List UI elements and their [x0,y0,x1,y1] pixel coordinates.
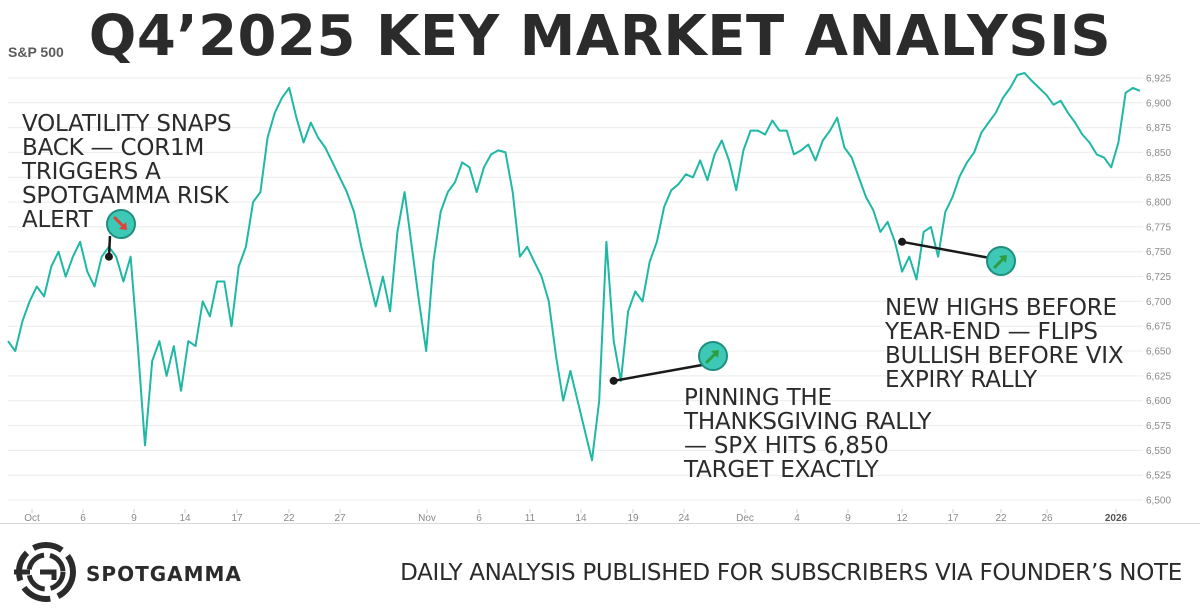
page-title: Q4’2025 KEY MARKET ANALYSIS [88,4,1112,69]
annotation-marker-dot [104,252,113,261]
y-tick-label: 6,750 [1146,247,1171,258]
y-tick-label: 6,675 [1146,322,1171,333]
x-axis-ticks: Oct 6 9 14 17 22 27 Nov 6 11 14 19 24 Dec 4 9 12 17 22 26 20… [24,509,1128,523]
annotation-new-highs: NEW HIGHS BEFORE YEAR-END — FLIPS BULLIS… [885,295,1124,393]
y-tick-label: 6,775 [1146,222,1171,233]
x-tick-label: 12 [896,513,908,523]
x-tick-label: 17 [231,513,243,523]
x-tick-label: 2026 [1105,513,1128,523]
arrow-up-right-icon [986,246,1016,276]
x-tick-label: Dec [736,513,754,523]
y-tick-label: 6,525 [1146,471,1171,482]
x-tick-label: 19 [627,513,639,523]
y-tick-label: 6,925 [1146,73,1171,84]
y-tick-label: 6,575 [1146,421,1171,432]
x-tick-label: 14 [179,513,191,523]
y-tick-label: 6,600 [1146,396,1171,407]
y-tick-label: 6,825 [1146,173,1171,184]
y-tick-label: 6,625 [1146,371,1171,382]
x-tick-label: 4 [794,513,800,523]
y-tick-label: 6,800 [1146,198,1171,209]
index-label: S&P 500 [8,44,64,60]
x-tick-label: 14 [575,513,587,523]
x-tick-label: 17 [947,513,959,523]
y-tick-label: 6,700 [1146,297,1171,308]
annotation-marker-dot [898,237,907,246]
y-tick-label: 6,875 [1146,123,1171,134]
x-tick-label: 11 [525,513,536,523]
footer-divider [0,523,1200,524]
annotation-marker-dot [609,376,618,385]
y-tick-label: 6,725 [1146,272,1171,283]
x-tick-label: 6 [476,513,482,523]
x-tick-label: 6 [80,513,86,523]
annotation-leader-line [901,240,991,260]
y-tick-label: 6,900 [1146,98,1171,109]
annotation-thanksgiving: PINNING THE THANKSGIVING RALLY — SPX HIT… [684,385,932,483]
annotation-markers [104,235,991,385]
y-axis-ticks: 6,500 6,525 6,550 6,575 6,600 6,625 6,650 6,675… [1146,73,1171,506]
price-line [7,72,1141,462]
x-tick-label: 22 [283,513,295,523]
x-tick-label: 9 [845,513,851,523]
y-tick-label: 6,550 [1146,446,1171,457]
price-chart: 6,500 6,525 6,550 6,575 6,600 6,625 6,650 6,675… [7,72,1171,523]
y-tick-label: 6,850 [1146,148,1171,159]
brand-name: SPOTGAMMA [86,562,242,586]
x-tick-label: Oct [24,513,40,523]
price-series [7,72,1141,462]
x-tick-label: 27 [334,513,346,523]
x-tick-label: 26 [1041,513,1053,523]
y-tick-label: 6,500 [1146,496,1171,507]
x-tick-label: 9 [131,513,137,523]
arrow-down-right-icon [106,209,136,239]
annotation-leader-line [613,363,703,383]
y-tick-label: 6,650 [1146,347,1171,358]
x-tick-label: Nov [418,513,436,523]
x-tick-label: 22 [995,513,1007,523]
footer-text: DAILY ANALYSIS PUBLISHED FOR SUBSCRIBERS… [400,560,1182,586]
spotgamma-logo-icon [14,542,76,602]
annotation-volatility: VOLATILITY SNAPS BACK — COR1M TRIGGERS A… [22,111,232,233]
x-tick-label: 24 [678,513,690,523]
grid-lines [8,77,1143,501]
arrow-up-right-icon [698,341,728,371]
